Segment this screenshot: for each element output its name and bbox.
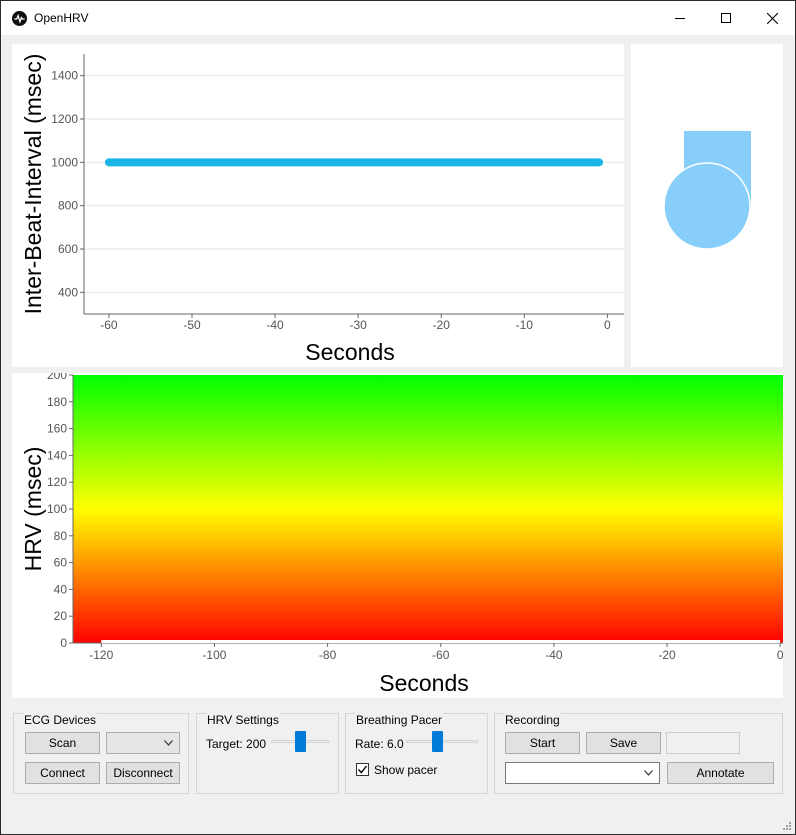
recording-title: Recording (504, 713, 561, 727)
hrv-background (73, 375, 783, 643)
heartbeat-icon (12, 11, 27, 26)
show-pacer-label: Show pacer (374, 763, 438, 777)
ibi-y-tick-label: 800 (58, 199, 78, 213)
ibi-x-tick-label: -20 (433, 318, 451, 332)
ibi-x-axis-label: Seconds (305, 339, 395, 365)
chevron-down-icon (644, 770, 653, 776)
connect-button[interactable]: Connect (25, 762, 100, 784)
ibi-y-tick-label: 1000 (51, 155, 78, 169)
hrv-y-tick-label: 180 (47, 395, 67, 409)
maximize-button[interactable] (703, 1, 749, 35)
hrv-x-tick-label: -20 (658, 648, 676, 662)
ibi-x-tick-label: -60 (100, 318, 118, 332)
hrv-y-tick-label: 60 (54, 556, 68, 570)
ecg-devices-title: ECG Devices (23, 713, 98, 727)
hrv-y-tick-label: 200 (47, 373, 67, 382)
pacer-rate-label: Rate: 6.0 (355, 737, 404, 751)
pacer-shape (663, 131, 751, 250)
hrv-y-tick-label: 100 (47, 502, 67, 516)
show-pacer-checkbox[interactable] (356, 763, 369, 776)
hrv-x-tick-label: -40 (545, 648, 563, 662)
ibi-y-tick-label: 1400 (51, 69, 78, 83)
ibi-x-tick-label: -50 (183, 318, 201, 332)
maximize-icon (721, 13, 731, 23)
close-icon (766, 12, 778, 24)
recording-status-button[interactable] (666, 732, 740, 754)
chevron-down-icon (164, 740, 173, 746)
hrv-target-slider-thumb[interactable] (294, 731, 306, 752)
disconnect-button[interactable]: Disconnect (106, 762, 180, 784)
hrv-x-tick-label: -60 (432, 648, 450, 662)
hrv-settings-title: HRV Settings (206, 713, 280, 727)
hrv-y-tick-label: 20 (54, 609, 68, 623)
ibi-y-tick-label: 600 (58, 242, 78, 256)
ibi-x-tick-label: -10 (516, 318, 534, 332)
resize-grip-icon[interactable] (781, 820, 791, 830)
ibi-chart: 400 600 800 1000 1200 1400 -60 -50 -40 -30 -20 -10… (20, 54, 624, 365)
ibi-x-tick-label: -40 (266, 318, 284, 332)
hrv-chart: 0 20 40 60 80 100 120 140 160 180 200 -120 -100 -80 -… (20, 368, 784, 696)
annotate-button[interactable]: Annotate (667, 762, 774, 784)
hrv-y-tick-label: 80 (54, 529, 68, 543)
annotation-select[interactable] (505, 762, 660, 784)
ibi-x-tick-label: -30 (349, 318, 367, 332)
ibi-plot-panel: 400 600 800 1000 1200 1400 -60 -50 -40 -30 -20 -10… (12, 44, 624, 367)
recording-group: Recording Start Save Annotate (494, 713, 783, 794)
breathing-pacer-title: Breathing Pacer (355, 713, 444, 727)
hrv-x-tick-label: -100 (202, 648, 226, 662)
breathing-pacer-group: Breathing Pacer Rate: 6.0 Show pacer (345, 713, 488, 794)
ibi-y-tick-label: 400 (58, 285, 78, 299)
title-bar: OpenHRV (1, 1, 795, 35)
checkmark-icon (357, 765, 368, 774)
close-button[interactable] (749, 1, 795, 35)
hrv-x-tick-label: -120 (89, 648, 113, 662)
device-select[interactable] (106, 732, 180, 754)
hrv-y-axis-label: HRV (msec) (20, 447, 46, 572)
start-button[interactable]: Start (505, 732, 580, 754)
pacer-view-panel (631, 44, 783, 367)
hrv-x-axis-label: Seconds (379, 670, 469, 696)
ibi-y-tick-label: 1200 (51, 112, 78, 126)
pacer-circle (663, 162, 751, 250)
hrv-x-tick-label: 0 (777, 648, 783, 662)
hrv-y-tick-label: 0 (60, 636, 67, 650)
hrv-settings-group: HRV Settings Target: 200 (196, 713, 339, 794)
pacer-rate-slider-thumb[interactable] (432, 731, 444, 752)
hrv-y-tick-label: 160 (47, 422, 67, 436)
hrv-x-tick-label: -80 (319, 648, 337, 662)
hrv-y-tick-label: 140 (47, 448, 67, 462)
window-title: OpenHRV (34, 11, 89, 25)
hrv-y-tick-label: 40 (54, 582, 68, 596)
save-button[interactable]: Save (586, 732, 661, 754)
ibi-y-axis-label: Inter-Beat-Interval (msec) (20, 54, 46, 315)
scan-button[interactable]: Scan (25, 732, 100, 754)
hrv-target-label: Target: 200 (206, 737, 267, 751)
minimize-icon (675, 18, 685, 19)
hrv-plot-panel: 0 20 40 60 80 100 120 140 160 180 200 -120 -100 -80 -… (12, 368, 784, 698)
minimize-button[interactable] (657, 1, 703, 35)
hrv-y-tick-label: 120 (47, 475, 67, 489)
ecg-devices-group: ECG Devices Scan Connect Disconnect (13, 713, 189, 794)
ibi-x-tick-label: 0 (604, 318, 611, 332)
